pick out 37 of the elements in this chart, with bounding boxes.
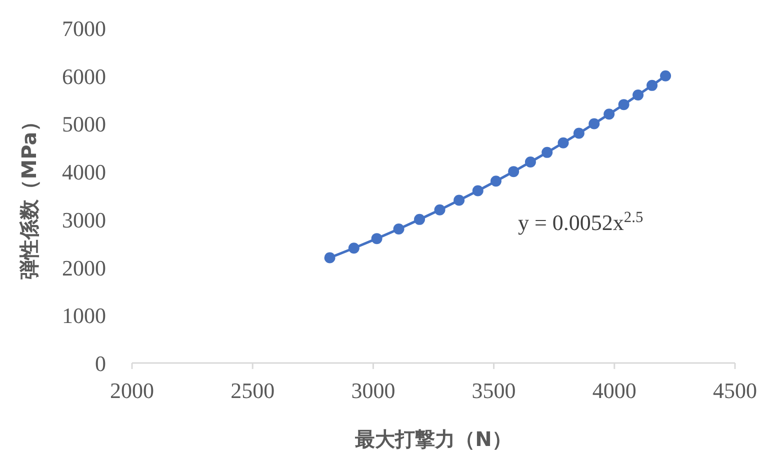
y-tick-label: 3000 bbox=[62, 207, 106, 232]
x-tick-label: 2000 bbox=[110, 378, 154, 403]
point bbox=[371, 233, 382, 244]
x-tick-label: 3500 bbox=[472, 378, 516, 403]
y-tick-label: 7000 bbox=[62, 16, 106, 41]
point bbox=[632, 90, 644, 100]
point bbox=[393, 224, 404, 234]
point bbox=[588, 118, 600, 130]
point bbox=[573, 128, 584, 139]
y-tick-label: 1000 bbox=[62, 303, 106, 328]
point bbox=[324, 252, 336, 264]
point bbox=[434, 204, 446, 216]
point bbox=[348, 242, 360, 254]
point bbox=[618, 99, 630, 110]
point bbox=[558, 137, 569, 148]
point bbox=[490, 176, 502, 187]
y-tick-label: 0 bbox=[95, 351, 106, 376]
y-tick-label: 6000 bbox=[62, 64, 106, 89]
y-tick-label: 4000 bbox=[62, 160, 106, 185]
x-axis-title: 最大打撃力（N） bbox=[354, 427, 512, 450]
point bbox=[604, 108, 615, 120]
point bbox=[646, 80, 658, 91]
annotation: y = 0.0052x$^{2.5}$ bbox=[518, 208, 644, 235]
point bbox=[508, 166, 520, 178]
point bbox=[472, 185, 484, 196]
x-tick-label: 4000 bbox=[592, 378, 636, 403]
y-axis-title: 弾性係数（MPa） bbox=[17, 112, 41, 280]
point bbox=[524, 156, 536, 168]
y-tick-label: 2000 bbox=[62, 255, 106, 280]
point bbox=[660, 70, 672, 82]
point bbox=[454, 194, 465, 206]
x-tick-label: 3000 bbox=[351, 378, 396, 403]
y-tick-label: 5000 bbox=[62, 112, 106, 137]
point bbox=[542, 146, 553, 158]
x-tick-label: 2500 bbox=[230, 378, 275, 403]
x-tick-label: 4500 bbox=[713, 378, 757, 403]
point bbox=[414, 214, 426, 225]
